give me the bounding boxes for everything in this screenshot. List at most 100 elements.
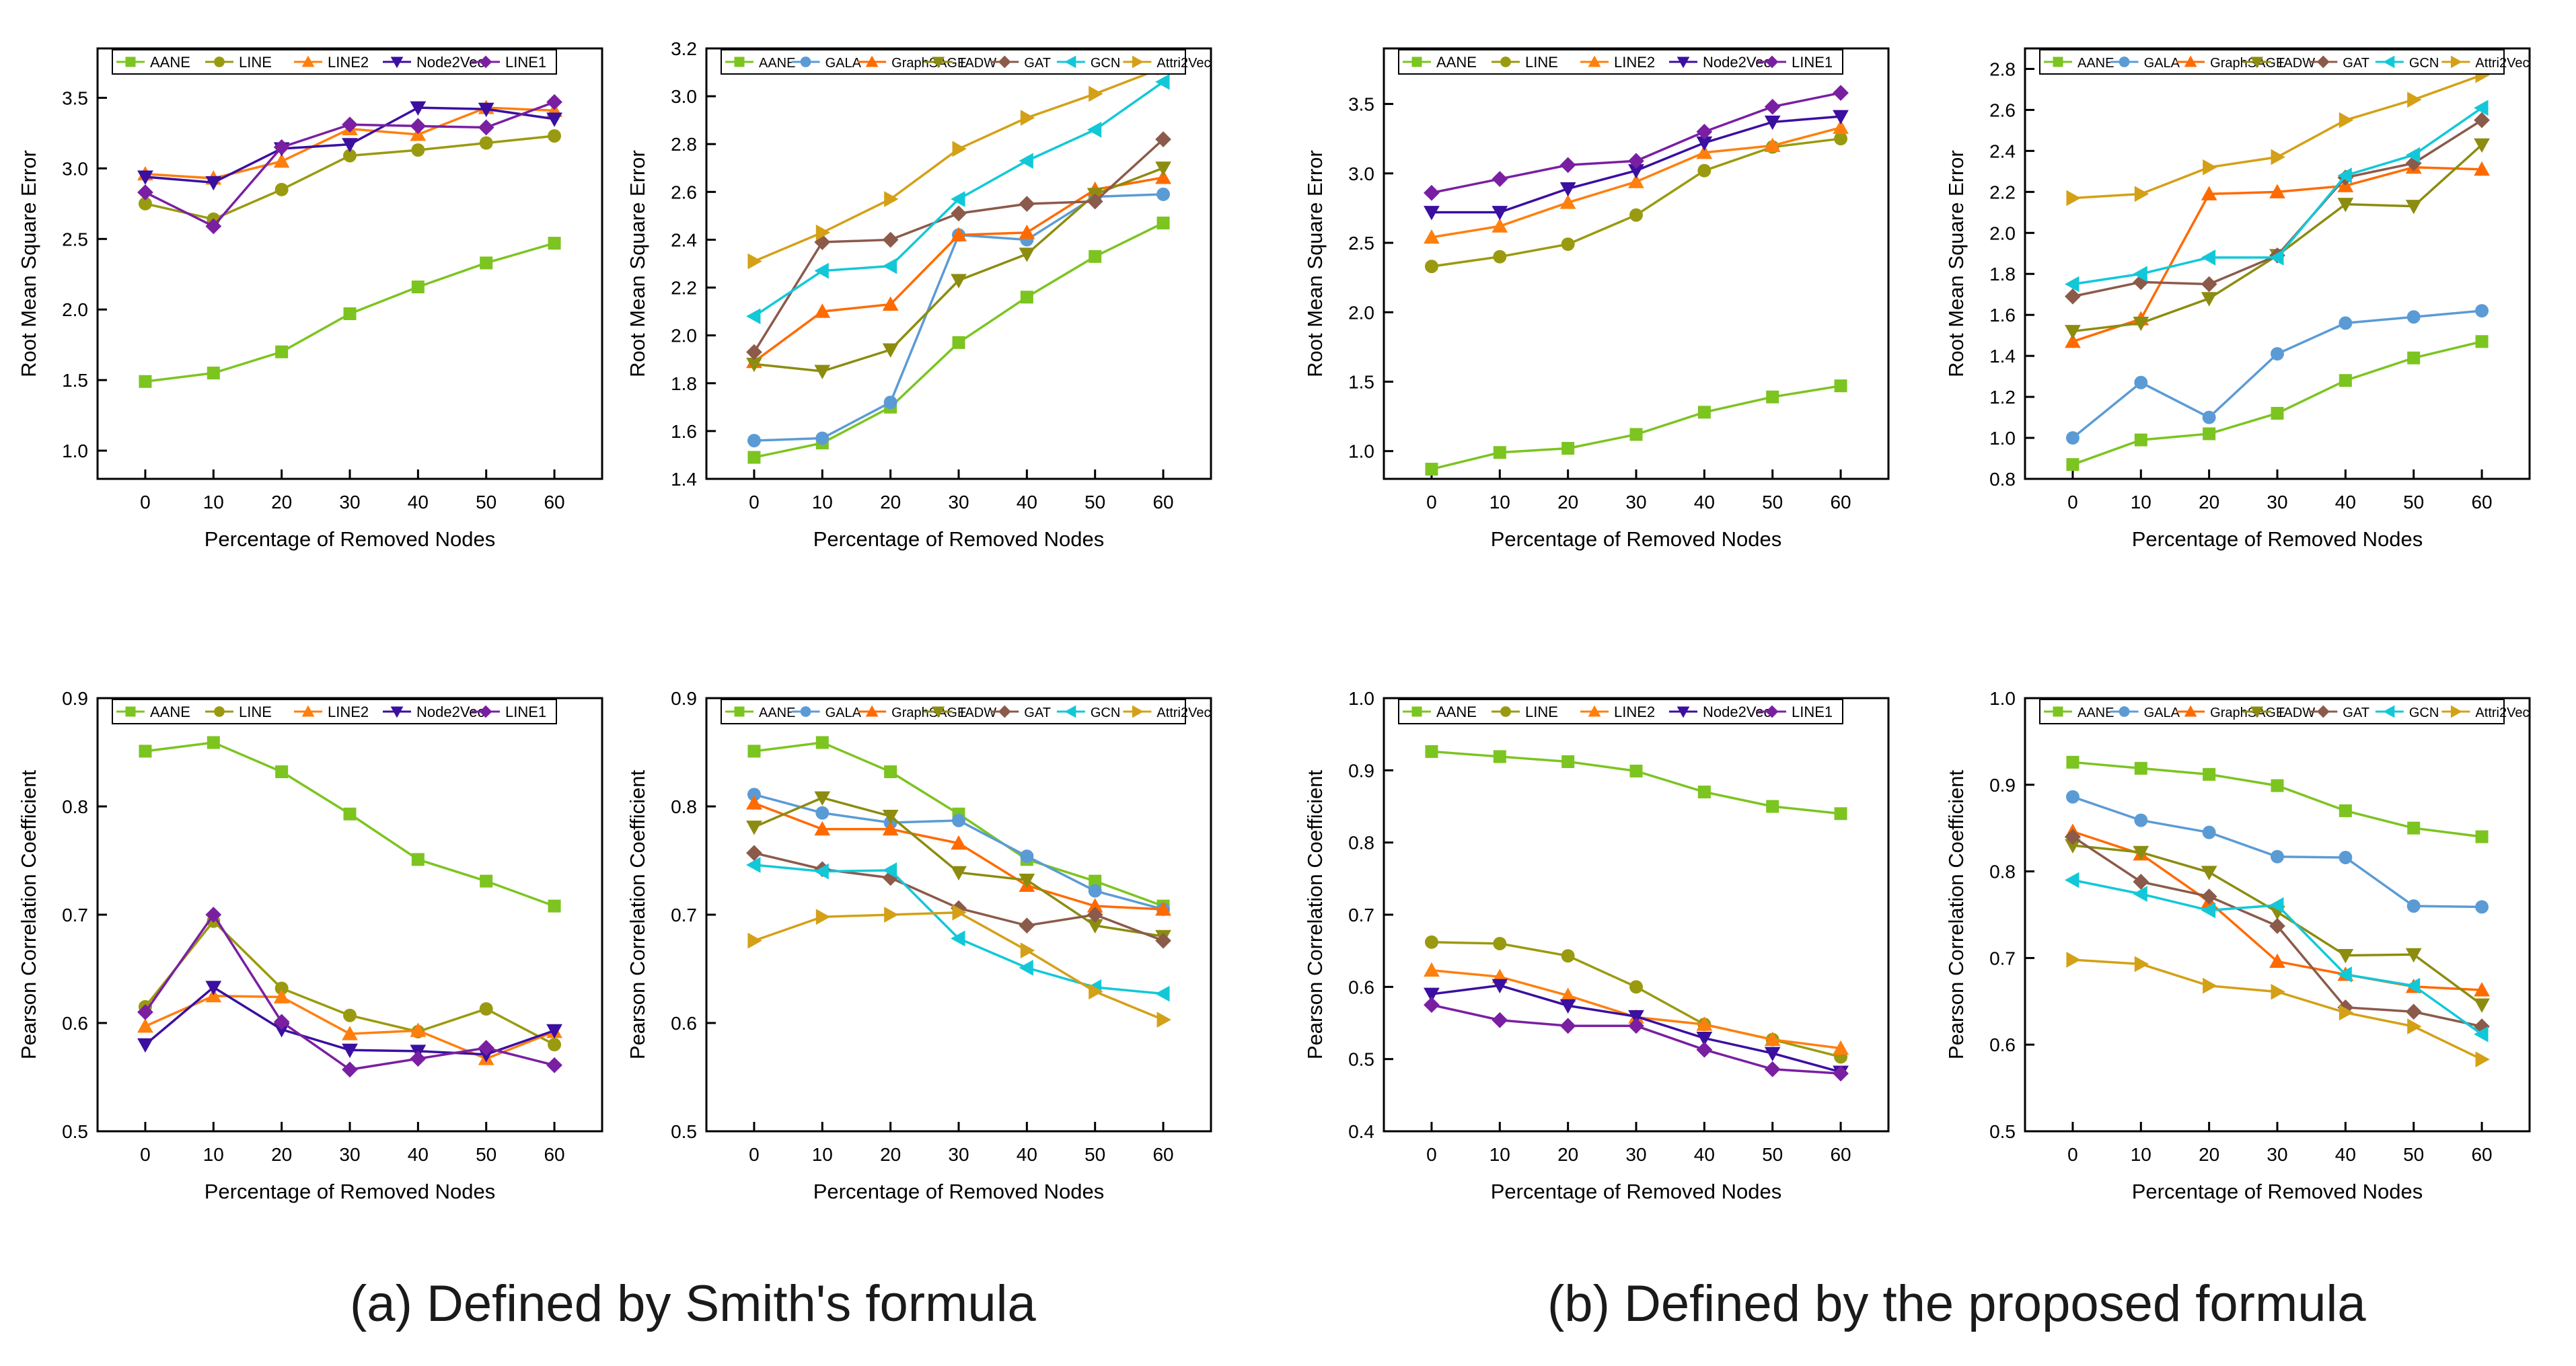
legend-marker-attri2vec bbox=[1132, 55, 1144, 69]
data-point-attri2vec bbox=[1089, 983, 1103, 1000]
data-point-tadw bbox=[1019, 873, 1035, 888]
legend-label: Attri2Vec bbox=[2475, 706, 2529, 720]
data-point-attri2vec bbox=[2475, 1051, 2490, 1067]
x-tick-label: 20 bbox=[2199, 492, 2219, 513]
data-point-gat bbox=[951, 205, 967, 222]
data-point-aane bbox=[139, 745, 152, 758]
x-tick-label: 0 bbox=[1426, 1144, 1437, 1165]
y-tick-label: 1.8 bbox=[671, 373, 697, 394]
data-point-attri2vec bbox=[1156, 1012, 1171, 1028]
x-tick-label: 60 bbox=[1152, 1144, 1173, 1165]
x-tick-label: 20 bbox=[271, 1144, 292, 1165]
data-point-gala bbox=[1088, 884, 1102, 898]
data-point-graphsage bbox=[882, 296, 899, 311]
y-tick-label: 0.6 bbox=[62, 1013, 88, 1034]
data-point-aane bbox=[884, 765, 897, 778]
legend-label: GAT bbox=[1024, 56, 1051, 71]
series-line1 bbox=[1424, 997, 1849, 1082]
data-point-node2vec bbox=[1559, 182, 1576, 197]
legend-label: TADW bbox=[2277, 706, 2316, 720]
data-point-gcn bbox=[746, 308, 761, 325]
legend-marker-line2 bbox=[301, 705, 315, 717]
chart-a-rmse-2: 1.4 1.6 1.8 2.0 2.2 2.4 2.6 2.8 3.0 3.2 0 10 20 30 40 5… bbox=[626, 38, 1212, 551]
legend-marker-gala bbox=[2119, 706, 2130, 717]
data-point-line bbox=[138, 196, 152, 211]
data-point-attri2vec bbox=[952, 904, 967, 921]
data-point-gat bbox=[1155, 131, 1171, 147]
legend-marker-gat bbox=[2316, 705, 2330, 718]
data-point-tadw bbox=[746, 821, 762, 835]
y-axis-label: Pearson Correlation Coefficient bbox=[17, 770, 40, 1060]
data-point-gcn bbox=[882, 862, 897, 878]
data-point-attri2vec bbox=[1020, 110, 1035, 126]
y-tick-label: 0.8 bbox=[62, 796, 88, 817]
x-axis-label: Percentage of Removed Nodes bbox=[813, 1180, 1105, 1203]
data-point-aane bbox=[1425, 745, 1438, 758]
data-point-node2vec bbox=[1424, 206, 1440, 221]
legend-marker-node2vec bbox=[1677, 706, 1690, 718]
series-line-attri2vec bbox=[2072, 73, 2482, 200]
data-point-aane bbox=[207, 367, 220, 380]
data-point-line bbox=[1493, 936, 1507, 950]
data-point-gcn bbox=[2269, 897, 2284, 913]
data-point-gala bbox=[1156, 187, 1171, 201]
data-point-tadw bbox=[2337, 198, 2354, 213]
data-point-aane bbox=[2066, 755, 2080, 769]
data-point-line bbox=[274, 182, 289, 196]
data-point-node2vec bbox=[273, 1023, 290, 1038]
x-tick-label: 0 bbox=[749, 492, 760, 513]
x-tick-label: 60 bbox=[544, 492, 564, 513]
y-tick-label: 2.0 bbox=[1989, 223, 2016, 243]
legend-label: LINE bbox=[239, 54, 272, 71]
data-point-gat bbox=[2065, 829, 2081, 845]
data-point-line bbox=[1561, 949, 1575, 963]
chart-a-rmse-1: 1.0 1.5 2.0 2.5 3.0 3.5 0 10 20 30 40 50 60 Percentag… bbox=[17, 47, 603, 551]
data-point-tadw bbox=[2201, 292, 2217, 307]
data-point-gcn bbox=[2405, 977, 2421, 994]
data-point-gala bbox=[2065, 431, 2080, 445]
data-point-graphsage bbox=[2201, 186, 2217, 200]
legend-marker-gala bbox=[2119, 56, 2130, 67]
y-axis-label: Pearson Correlation Coefficient bbox=[1944, 770, 1968, 1060]
data-point-gala bbox=[883, 395, 897, 410]
y-tick-label: 0.8 bbox=[1989, 469, 2016, 490]
data-point-tadw bbox=[1019, 248, 1035, 262]
series-line-graphsage bbox=[753, 176, 1164, 363]
data-point-aane bbox=[2066, 458, 2080, 471]
legend-marker-line1 bbox=[479, 705, 492, 718]
y-tick-label: 3.2 bbox=[671, 38, 697, 59]
x-tick-label: 50 bbox=[476, 1144, 496, 1165]
data-point-line1 bbox=[546, 1057, 562, 1073]
series-graphsage bbox=[746, 795, 1171, 916]
data-point-aane bbox=[1020, 291, 1033, 304]
y-tick-label: 2.8 bbox=[1989, 59, 2016, 79]
x-axis-label: Percentage of Removed Nodes bbox=[2132, 1180, 2423, 1203]
data-point-aane bbox=[1156, 217, 1170, 230]
x-tick-label: 40 bbox=[1017, 1144, 1037, 1165]
data-point-attri2vec bbox=[2066, 952, 2081, 968]
legend: AANE LINE LINE2 Node2Vec LINE1 bbox=[112, 49, 557, 75]
data-point-node2vec bbox=[410, 101, 427, 116]
x-tick-label: 40 bbox=[1694, 492, 1715, 513]
series-line-aane bbox=[145, 741, 555, 907]
x-axis-label: Percentage of Removed Nodes bbox=[2132, 527, 2423, 551]
legend-marker-tadw bbox=[932, 706, 945, 718]
legend-marker-aane bbox=[734, 56, 745, 67]
data-point-aane bbox=[139, 375, 152, 388]
data-point-aane bbox=[2203, 427, 2216, 441]
x-tick-label: 40 bbox=[2335, 492, 2356, 513]
data-point-line bbox=[1561, 237, 1575, 252]
y-tick-label: 1.6 bbox=[671, 421, 697, 442]
data-point-line2 bbox=[1696, 1016, 1713, 1031]
legend-marker-line1 bbox=[479, 55, 492, 69]
x-tick-label: 0 bbox=[140, 1144, 151, 1165]
data-point-gala bbox=[1020, 849, 1034, 864]
data-point-aane bbox=[480, 874, 493, 888]
legend-label: AANE bbox=[150, 54, 190, 71]
x-tick-label: 60 bbox=[1830, 1144, 1851, 1165]
data-point-line1 bbox=[1764, 98, 1781, 115]
data-point-gcn bbox=[814, 262, 829, 279]
y-tick-label: 2.6 bbox=[1989, 100, 2016, 120]
data-point-aane bbox=[1561, 755, 1575, 768]
